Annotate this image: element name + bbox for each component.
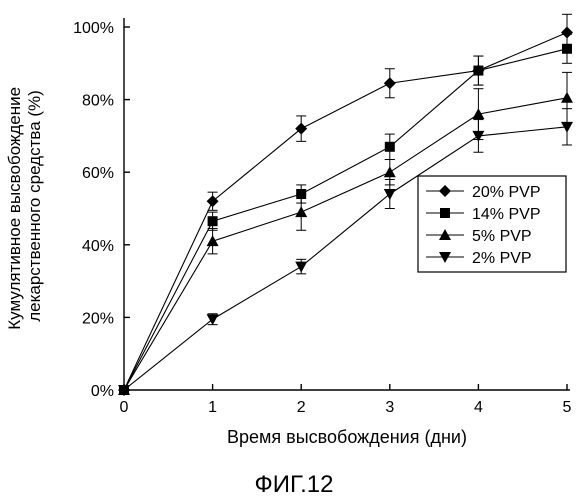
y-tick-label: 0% — [91, 383, 114, 400]
y-tick-label: 80% — [82, 93, 114, 110]
data-point — [295, 262, 307, 273]
y-axis-title-line-1: Кумулятивное высвобождение — [5, 87, 24, 330]
legend-marker — [440, 208, 450, 218]
x-tick-label: 3 — [385, 399, 394, 416]
y-ticks: 0% 20% 40% 60% 80% 100% — [73, 20, 130, 400]
data-point — [295, 206, 307, 217]
y-axis-title: Кумулятивное высвобождение лекарственног… — [5, 82, 44, 330]
x-tick-label: 4 — [474, 399, 483, 416]
x-tick-label: 0 — [120, 399, 129, 416]
data-point — [207, 235, 219, 246]
data-point — [207, 195, 219, 207]
data-point — [384, 166, 396, 177]
x-tick-label: 2 — [297, 399, 306, 416]
x-ticks: 0 1 2 3 4 5 — [120, 384, 572, 416]
data-point — [561, 92, 573, 103]
y-axis-title-line-2: лекарственного средства (%) — [25, 90, 44, 322]
x-tick-label: 1 — [208, 399, 217, 416]
x-axis-title: Время высвобождения (дни) — [227, 427, 467, 447]
y-tick-label: 60% — [82, 165, 114, 182]
data-point — [384, 77, 396, 89]
legend-label: 2% PVP — [472, 250, 532, 267]
data-point — [562, 44, 572, 54]
y-tick-label: 40% — [82, 238, 114, 255]
y-tick-label: 20% — [82, 310, 114, 327]
data-point — [295, 123, 307, 135]
legend: 20% PVP 14% PVP 5% PVP 2% PVP — [418, 176, 566, 272]
data-point — [472, 131, 484, 142]
data-point — [384, 189, 396, 200]
x-tick-label: 5 — [563, 399, 572, 416]
data-point — [473, 66, 483, 76]
legend-label: 5% PVP — [472, 228, 532, 245]
figure-caption: ФИГ.12 — [255, 471, 334, 498]
data-point — [207, 314, 219, 325]
data-point — [208, 216, 218, 226]
legend-label: 14% PVP — [472, 206, 540, 223]
y-tick-label: 100% — [73, 20, 114, 37]
data-point — [385, 142, 395, 152]
legend-label: 20% PVP — [472, 184, 540, 201]
